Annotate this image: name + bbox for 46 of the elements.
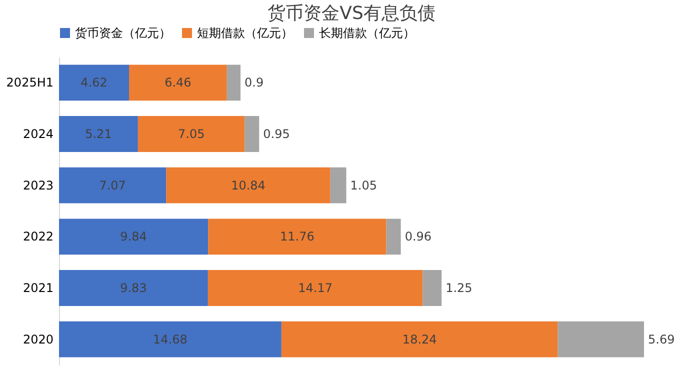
data-label: 5.21 [85,127,112,141]
bar [558,321,644,358]
bar [59,64,129,101]
data-label: 9.84 [120,230,147,244]
bar [59,167,166,204]
data-label: 1.25 [446,281,472,295]
bar [244,116,260,152]
y-tick-label: 2025H1 [6,76,54,90]
data-label: 1.05 [350,178,377,192]
data-label: 7.05 [178,127,205,141]
bar [208,270,423,306]
data-label: 9.83 [120,281,147,295]
bar [129,64,227,101]
bar [138,116,245,152]
bar [59,116,138,152]
bar [330,167,346,204]
data-label: 0.95 [263,127,290,141]
legend-label: 短期借款（亿元） [197,26,293,40]
bar [166,167,330,204]
data-label: 14.68 [153,332,188,346]
bar [59,218,208,255]
data-label: 6.46 [164,76,192,90]
y-tick-label: 2021 [22,281,54,295]
chart-title: 货币资金VS有息负债 [268,3,436,24]
data-label: 11.76 [280,230,314,244]
legend-label: 长期借款（亿元） [319,26,415,40]
legend-label: 货币资金（亿元） [75,26,171,40]
bar [59,321,282,358]
bar [281,321,558,358]
data-label: 10.84 [231,178,266,192]
bar [422,270,442,306]
data-label: 0.9 [244,76,264,90]
bar [59,270,208,306]
bar [226,64,241,101]
data-label: 5.69 [648,332,675,346]
y-tick-label: 2023 [22,178,54,192]
y-tick-label: 2020 [22,332,54,346]
bar [208,218,386,255]
data-label: 14.17 [298,281,332,295]
data-label: 7.07 [99,178,126,192]
bar [386,218,401,255]
data-label: 0.96 [404,230,432,244]
y-tick-label: 2024 [22,127,54,141]
y-tick-label: 2022 [22,230,54,244]
data-label: 18.24 [402,332,437,346]
data-label: 4.62 [80,76,108,90]
